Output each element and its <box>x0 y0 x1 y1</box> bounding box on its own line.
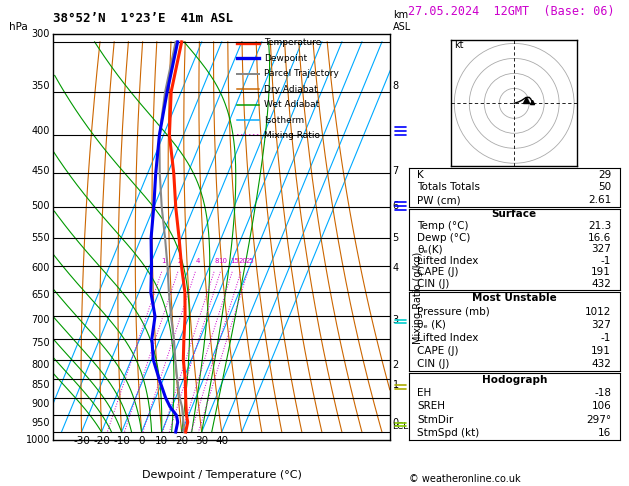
Text: 2: 2 <box>392 360 399 370</box>
Text: Dewpoint / Temperature (°C): Dewpoint / Temperature (°C) <box>142 470 302 480</box>
Text: 450: 450 <box>31 166 50 175</box>
Text: 106: 106 <box>591 401 611 411</box>
Text: 20: 20 <box>238 258 247 264</box>
Text: 0: 0 <box>138 436 145 446</box>
Text: 191: 191 <box>591 346 611 356</box>
Text: 600: 600 <box>31 262 50 273</box>
Text: K: K <box>417 170 424 180</box>
Text: 27.05.2024  12GMT  (Base: 06): 27.05.2024 12GMT (Base: 06) <box>408 5 614 18</box>
Text: EH: EH <box>417 388 431 398</box>
Text: 500: 500 <box>31 201 50 211</box>
Text: θₑ(K): θₑ(K) <box>417 244 443 254</box>
Text: 29: 29 <box>598 170 611 180</box>
Text: 21.3: 21.3 <box>588 221 611 231</box>
Text: Hodograph: Hodograph <box>482 375 547 384</box>
Text: © weatheronline.co.uk: © weatheronline.co.uk <box>409 473 520 484</box>
Text: 4: 4 <box>392 262 399 273</box>
Text: 10: 10 <box>155 436 168 446</box>
Text: 40: 40 <box>215 436 228 446</box>
Text: 191: 191 <box>591 267 611 278</box>
Text: 25: 25 <box>245 258 254 264</box>
Text: Totals Totals: Totals Totals <box>417 182 481 192</box>
Text: 0: 0 <box>392 417 399 428</box>
Text: Dry Adiabat: Dry Adiabat <box>264 85 318 94</box>
Text: Most Unstable: Most Unstable <box>472 294 557 303</box>
Text: 8: 8 <box>214 258 218 264</box>
Text: 300: 300 <box>31 29 50 39</box>
Text: 327: 327 <box>591 320 611 330</box>
Text: 1: 1 <box>162 258 166 264</box>
Text: PW (cm): PW (cm) <box>417 195 461 205</box>
Text: CAPE (J): CAPE (J) <box>417 267 459 278</box>
Text: StmSpd (kt): StmSpd (kt) <box>417 428 479 438</box>
Text: 800: 800 <box>31 360 50 370</box>
Text: -18: -18 <box>594 388 611 398</box>
Text: 10: 10 <box>218 258 227 264</box>
Text: CAPE (J): CAPE (J) <box>417 346 459 356</box>
Text: 327: 327 <box>591 244 611 254</box>
Text: 3: 3 <box>392 314 399 325</box>
Text: 1000: 1000 <box>26 435 50 445</box>
Text: -1: -1 <box>601 256 611 266</box>
Text: Lifted Index: Lifted Index <box>417 333 479 343</box>
Text: -10: -10 <box>113 436 130 446</box>
Text: 400: 400 <box>31 126 50 136</box>
Text: -20: -20 <box>93 436 110 446</box>
Text: Parcel Trajectory: Parcel Trajectory <box>264 69 338 78</box>
Text: Dewpoint: Dewpoint <box>264 54 307 63</box>
Text: 8: 8 <box>392 81 399 91</box>
Text: kt: kt <box>454 40 464 50</box>
Text: 850: 850 <box>31 380 50 390</box>
Text: 15: 15 <box>230 258 239 264</box>
Text: Lifted Index: Lifted Index <box>417 256 479 266</box>
Text: LCL: LCL <box>392 421 408 431</box>
Text: 6: 6 <box>392 201 399 211</box>
Text: 297°: 297° <box>586 415 611 425</box>
Text: Isotherm: Isotherm <box>264 116 304 124</box>
Text: 1: 1 <box>392 380 399 390</box>
Text: CIN (J): CIN (J) <box>417 279 450 289</box>
Text: 2.61: 2.61 <box>588 195 611 205</box>
Text: 700: 700 <box>31 314 50 325</box>
Text: 350: 350 <box>31 81 50 91</box>
Text: 16.6: 16.6 <box>588 233 611 243</box>
Text: hPa: hPa <box>9 21 28 32</box>
Text: 20: 20 <box>175 436 188 446</box>
Text: Temp (°C): Temp (°C) <box>417 221 469 231</box>
Text: Surface: Surface <box>492 209 537 220</box>
Text: 2: 2 <box>178 258 182 264</box>
Text: 7: 7 <box>392 166 399 175</box>
Text: θₑ (K): θₑ (K) <box>417 320 446 330</box>
Text: 5: 5 <box>392 233 399 243</box>
Text: 16: 16 <box>598 428 611 438</box>
Text: 432: 432 <box>591 279 611 289</box>
Text: 1012: 1012 <box>585 307 611 316</box>
Text: Wet Adiabat: Wet Adiabat <box>264 100 319 109</box>
Text: CIN (J): CIN (J) <box>417 359 450 369</box>
Text: 650: 650 <box>31 290 50 300</box>
Text: 4: 4 <box>196 258 200 264</box>
Text: 50: 50 <box>598 182 611 192</box>
Text: 550: 550 <box>31 233 50 243</box>
Text: 432: 432 <box>591 359 611 369</box>
Text: Mixing Ratio: Mixing Ratio <box>264 131 320 140</box>
Text: Mixing Ratio (g/kg): Mixing Ratio (g/kg) <box>413 252 423 344</box>
Text: Temperature: Temperature <box>264 38 321 48</box>
Text: -1: -1 <box>601 333 611 343</box>
Text: 38°52’N  1°23’E  41m ASL: 38°52’N 1°23’E 41m ASL <box>53 12 233 25</box>
Text: 900: 900 <box>31 399 50 409</box>
Text: 750: 750 <box>31 338 50 348</box>
Text: 30: 30 <box>195 436 208 446</box>
Text: StmDir: StmDir <box>417 415 454 425</box>
Text: 950: 950 <box>31 417 50 428</box>
Text: km
ASL: km ASL <box>393 10 411 32</box>
Text: Dewp (°C): Dewp (°C) <box>417 233 470 243</box>
Text: Pressure (mb): Pressure (mb) <box>417 307 490 316</box>
Text: -30: -30 <box>73 436 90 446</box>
Text: SREH: SREH <box>417 401 445 411</box>
